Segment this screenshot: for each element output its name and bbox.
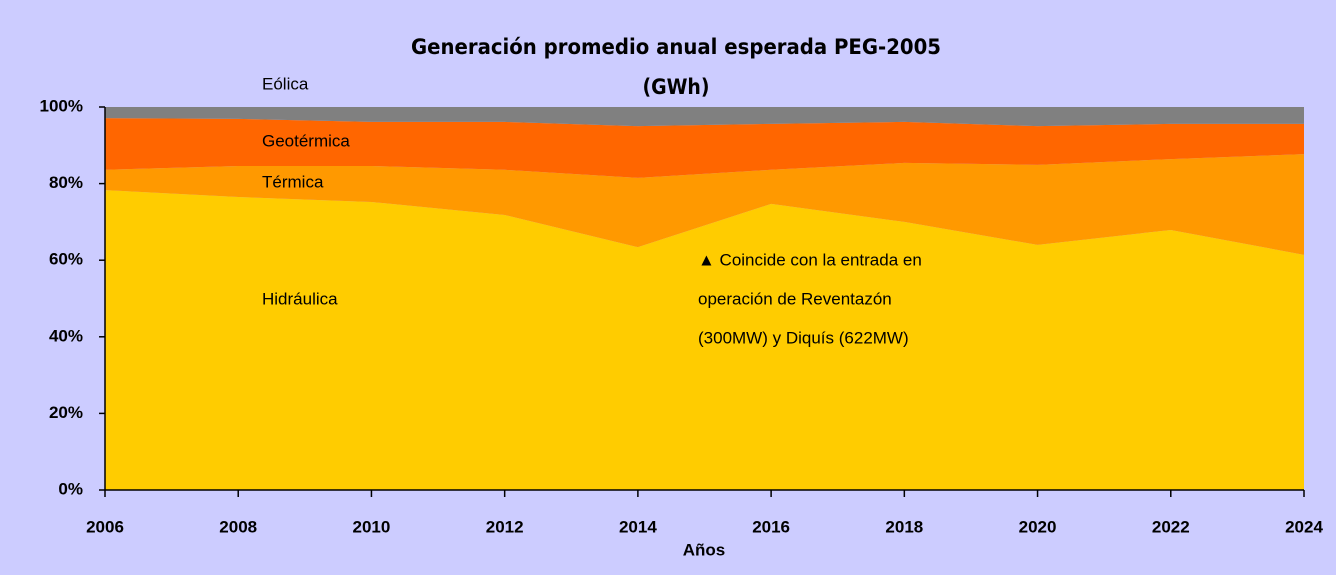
x-tick-label: 2020 bbox=[1019, 517, 1057, 536]
chart-title: Generación promedio anual esperada PEG-2… bbox=[411, 35, 941, 59]
annotation: (300MW) y Diquís (622MW) bbox=[698, 328, 909, 347]
area bbox=[105, 154, 1304, 255]
x-tick-label: 2006 bbox=[86, 517, 124, 536]
series-label: Térmica bbox=[262, 172, 324, 191]
x-tick-label: 2010 bbox=[353, 517, 391, 536]
x-tick-label: 2014 bbox=[619, 517, 657, 536]
y-tick-label: 0% bbox=[58, 479, 83, 498]
y-tick-label: 40% bbox=[49, 326, 83, 345]
series-label: Eólica bbox=[262, 74, 309, 93]
chart-subtitle: (GWh) bbox=[642, 75, 709, 99]
series-label: Geotérmica bbox=[262, 131, 350, 150]
y-tick-label: 60% bbox=[49, 250, 83, 269]
annotation: operación de Reventazón bbox=[698, 289, 892, 308]
x-tick-label: 2012 bbox=[486, 517, 524, 536]
x-tick-label: 2016 bbox=[752, 517, 790, 536]
x-tick-label: 2018 bbox=[885, 517, 923, 536]
x-tick-label: 2022 bbox=[1152, 517, 1190, 536]
y-tick-label: 80% bbox=[49, 173, 83, 192]
series-label: Hidráulica bbox=[262, 289, 338, 308]
y-tick-label: 20% bbox=[49, 403, 83, 422]
y-tick-label: 100% bbox=[40, 96, 83, 115]
x-tick-label: 2024 bbox=[1285, 517, 1323, 536]
area bbox=[105, 107, 1304, 127]
annotation: ▲ Coincide con la entrada en bbox=[698, 250, 922, 269]
area bbox=[105, 118, 1304, 178]
areas bbox=[105, 107, 1304, 490]
x-axis-label: Años bbox=[683, 540, 726, 559]
x-tick-label: 2008 bbox=[219, 517, 257, 536]
area bbox=[105, 190, 1304, 490]
